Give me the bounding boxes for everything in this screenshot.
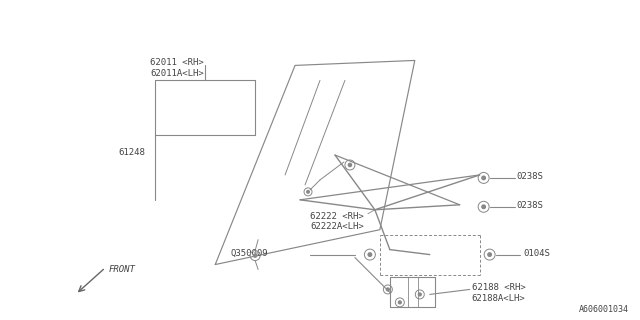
Text: 62222 <RH>
62222A<LH>: 62222 <RH> 62222A<LH> [310, 212, 364, 231]
Circle shape [488, 253, 492, 256]
Circle shape [419, 293, 421, 296]
Text: 0238S: 0238S [516, 172, 543, 181]
Circle shape [482, 205, 485, 209]
Circle shape [307, 191, 309, 193]
Text: Q350009: Q350009 [230, 249, 268, 258]
Circle shape [253, 254, 257, 257]
Text: A606001034: A606001034 [579, 305, 629, 314]
Text: 0104S: 0104S [524, 249, 550, 258]
Text: 0238S: 0238S [516, 201, 543, 210]
Circle shape [482, 176, 485, 180]
Circle shape [368, 253, 372, 256]
Circle shape [398, 301, 401, 304]
Text: 62011 <RH>
62011A<LH>: 62011 <RH> 62011A<LH> [150, 59, 204, 78]
Text: 62188 <RH>
62188A<LH>: 62188 <RH> 62188A<LH> [472, 284, 525, 303]
Text: FRONT: FRONT [108, 265, 135, 274]
Text: 61248: 61248 [118, 148, 145, 157]
Circle shape [348, 164, 351, 167]
Circle shape [387, 288, 389, 291]
